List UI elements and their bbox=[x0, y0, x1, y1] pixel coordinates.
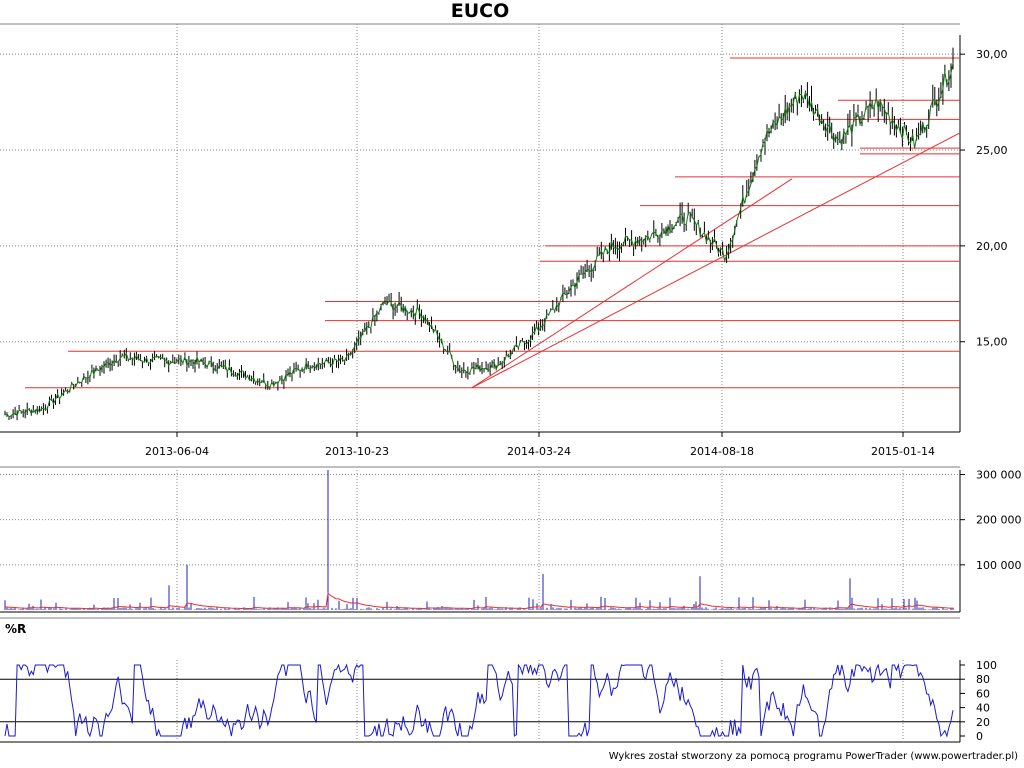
chart-title: EUCO bbox=[450, 0, 510, 22]
price-panel: 15,00 20,00 25,00 30,00 2013-06-04 2013-10-2… bbox=[0, 23, 1008, 458]
volume-moving-average bbox=[5, 592, 953, 610]
y-tick-label: 15,00 bbox=[976, 336, 1008, 349]
x-tick-label: 2014-03-24 bbox=[507, 445, 571, 458]
y-tick-label: 30,00 bbox=[976, 48, 1008, 61]
volume-tick-label: 300 000 bbox=[976, 469, 1022, 482]
footer-credit: Wykres został stworzony za pomocą progra… bbox=[608, 751, 1018, 762]
trend-line bbox=[471, 178, 793, 389]
y-tick-label: 25,00 bbox=[976, 144, 1008, 157]
x-tick-label: 2013-10-23 bbox=[325, 445, 389, 458]
volume-tick-label: 200 000 bbox=[976, 514, 1022, 527]
price-line bbox=[4, 62, 954, 418]
y-tick-label: 20,00 bbox=[976, 240, 1008, 253]
williams-r-line bbox=[4, 663, 954, 738]
volume-panel: 100 000 200 000 300 000 bbox=[0, 466, 1022, 613]
oscillator-tick-label: 80 bbox=[976, 673, 990, 686]
oscillator-tick-label: 20 bbox=[976, 716, 990, 729]
x-tick-label: 2013-06-04 bbox=[145, 445, 209, 458]
oscillator-tick-label: 0 bbox=[976, 730, 983, 743]
oscillator-tick-label: 60 bbox=[976, 687, 990, 700]
x-tick-label: 2015-01-14 bbox=[871, 445, 935, 458]
oscillator-tick-label: 100 bbox=[976, 659, 997, 672]
oscillator-tick-label: 40 bbox=[976, 702, 990, 715]
x-tick-label: 2014-08-18 bbox=[690, 445, 754, 458]
trend-line bbox=[471, 132, 961, 389]
oscillator-label: %R bbox=[5, 622, 27, 636]
volume-tick-label: 100 000 bbox=[976, 559, 1022, 572]
